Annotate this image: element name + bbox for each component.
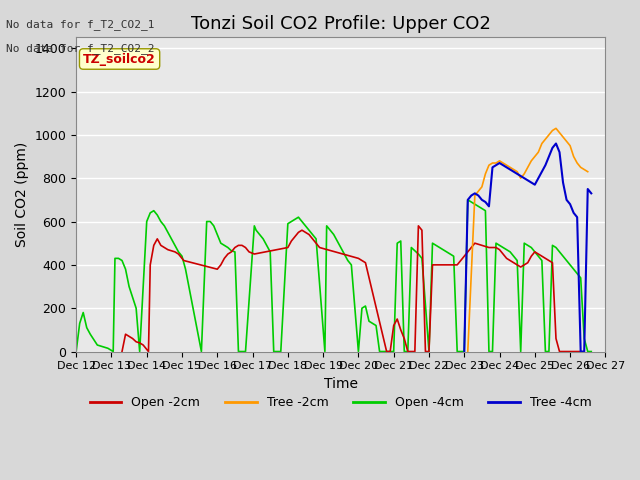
Tree -4cm: [478, 197, 486, 203]
Open -2cm: [531, 249, 539, 255]
Tree -4cm: [577, 348, 584, 354]
Tree -2cm: [464, 348, 472, 354]
Tree -4cm: [552, 141, 560, 146]
Tree -2cm: [488, 160, 496, 166]
Tree -4cm: [492, 162, 500, 168]
Tree -2cm: [471, 192, 479, 198]
Tree -2cm: [485, 162, 493, 168]
Tree -4cm: [460, 348, 468, 354]
Open -4cm: [198, 348, 205, 354]
Tree -4cm: [488, 165, 496, 170]
Tree -4cm: [506, 167, 514, 172]
Tree -4cm: [499, 162, 507, 168]
Tree -4cm: [517, 173, 525, 179]
Tree -2cm: [541, 136, 549, 142]
Tree -2cm: [481, 171, 489, 177]
Tree -2cm: [506, 165, 514, 170]
Tree -4cm: [481, 199, 489, 205]
Open -4cm: [355, 348, 362, 354]
Tree -4cm: [570, 210, 577, 216]
Tree -4cm: [485, 204, 493, 209]
Tree -4cm: [563, 197, 570, 203]
Tree -4cm: [559, 180, 567, 185]
Tree -4cm: [566, 201, 574, 207]
Open -4cm: [527, 245, 535, 251]
Tree -2cm: [545, 132, 553, 138]
Tree -2cm: [566, 143, 574, 148]
Title: Tonzi Soil CO2 Profile: Upper CO2: Tonzi Soil CO2 Profile: Upper CO2: [191, 15, 491, 33]
Tree -2cm: [559, 134, 567, 140]
Tree -4cm: [588, 191, 595, 196]
Tree -4cm: [545, 154, 553, 159]
Tree -4cm: [513, 171, 521, 177]
Line: Tree -4cm: Tree -4cm: [464, 144, 591, 351]
Tree -2cm: [517, 175, 525, 181]
Open -2cm: [157, 242, 164, 248]
X-axis label: Time: Time: [324, 377, 358, 391]
Tree -2cm: [573, 160, 581, 166]
Line: Tree -2cm: Tree -2cm: [468, 128, 588, 351]
Open -4cm: [72, 348, 80, 354]
Tree -4cm: [503, 165, 511, 170]
Tree -2cm: [513, 169, 521, 175]
Tree -4cm: [531, 182, 539, 188]
Tree -4cm: [534, 175, 542, 181]
Tree -2cm: [584, 169, 591, 175]
Tree -2cm: [524, 165, 532, 170]
Open -2cm: [573, 348, 581, 354]
Legend: Open -2cm, Tree -2cm, Open -4cm, Tree -4cm: Open -2cm, Tree -2cm, Open -4cm, Tree -4…: [85, 391, 596, 414]
Tree -4cm: [573, 214, 581, 220]
Tree -2cm: [496, 158, 504, 164]
Tree -4cm: [541, 162, 549, 168]
Open -4cm: [464, 197, 472, 203]
Tree -4cm: [584, 186, 591, 192]
Tree -4cm: [524, 178, 532, 183]
Tree -2cm: [499, 160, 507, 166]
Tree -2cm: [510, 167, 518, 172]
Text: No data for f_T2_CO2_1: No data for f_T2_CO2_1: [6, 19, 155, 30]
Tree -4cm: [527, 180, 535, 185]
Tree -2cm: [577, 165, 584, 170]
Tree -2cm: [478, 184, 486, 190]
Open -2cm: [570, 348, 577, 354]
Tree -2cm: [570, 154, 577, 159]
Tree -2cm: [548, 128, 556, 133]
Tree -2cm: [580, 167, 588, 172]
Tree -4cm: [471, 191, 479, 196]
Tree -4cm: [548, 145, 556, 151]
Line: Open -2cm: Open -2cm: [122, 226, 580, 351]
Tree -2cm: [492, 160, 500, 166]
Tree -2cm: [520, 171, 528, 177]
Tree -4cm: [556, 149, 563, 155]
Open -2cm: [231, 245, 239, 251]
Line: Open -4cm: Open -4cm: [76, 200, 591, 351]
Tree -4cm: [580, 348, 588, 354]
Tree -4cm: [538, 169, 546, 175]
Open -2cm: [577, 348, 584, 354]
Tree -2cm: [552, 125, 560, 131]
Tree -2cm: [531, 154, 539, 159]
Text: TZ_soilco2: TZ_soilco2: [83, 52, 156, 65]
Y-axis label: Soil CO2 (ppm): Soil CO2 (ppm): [15, 142, 29, 247]
Tree -4cm: [467, 192, 475, 198]
Tree -4cm: [464, 197, 472, 203]
Tree -2cm: [556, 130, 563, 135]
Open -4cm: [450, 253, 458, 259]
Tree -2cm: [527, 158, 535, 164]
Tree -2cm: [538, 141, 546, 146]
Open -4cm: [588, 348, 595, 354]
Tree -2cm: [503, 162, 511, 168]
Tree -4cm: [474, 192, 482, 198]
Tree -2cm: [563, 138, 570, 144]
Tree -4cm: [496, 160, 504, 166]
Open -2cm: [118, 348, 126, 354]
Open -4cm: [372, 323, 380, 328]
Tree -2cm: [534, 149, 542, 155]
Tree -4cm: [520, 175, 528, 181]
Open -2cm: [415, 223, 422, 229]
Open -2cm: [224, 251, 232, 257]
Text: No data for f_T2_CO2_2: No data for f_T2_CO2_2: [6, 43, 155, 54]
Tree -4cm: [510, 169, 518, 175]
Open -4cm: [559, 253, 567, 259]
